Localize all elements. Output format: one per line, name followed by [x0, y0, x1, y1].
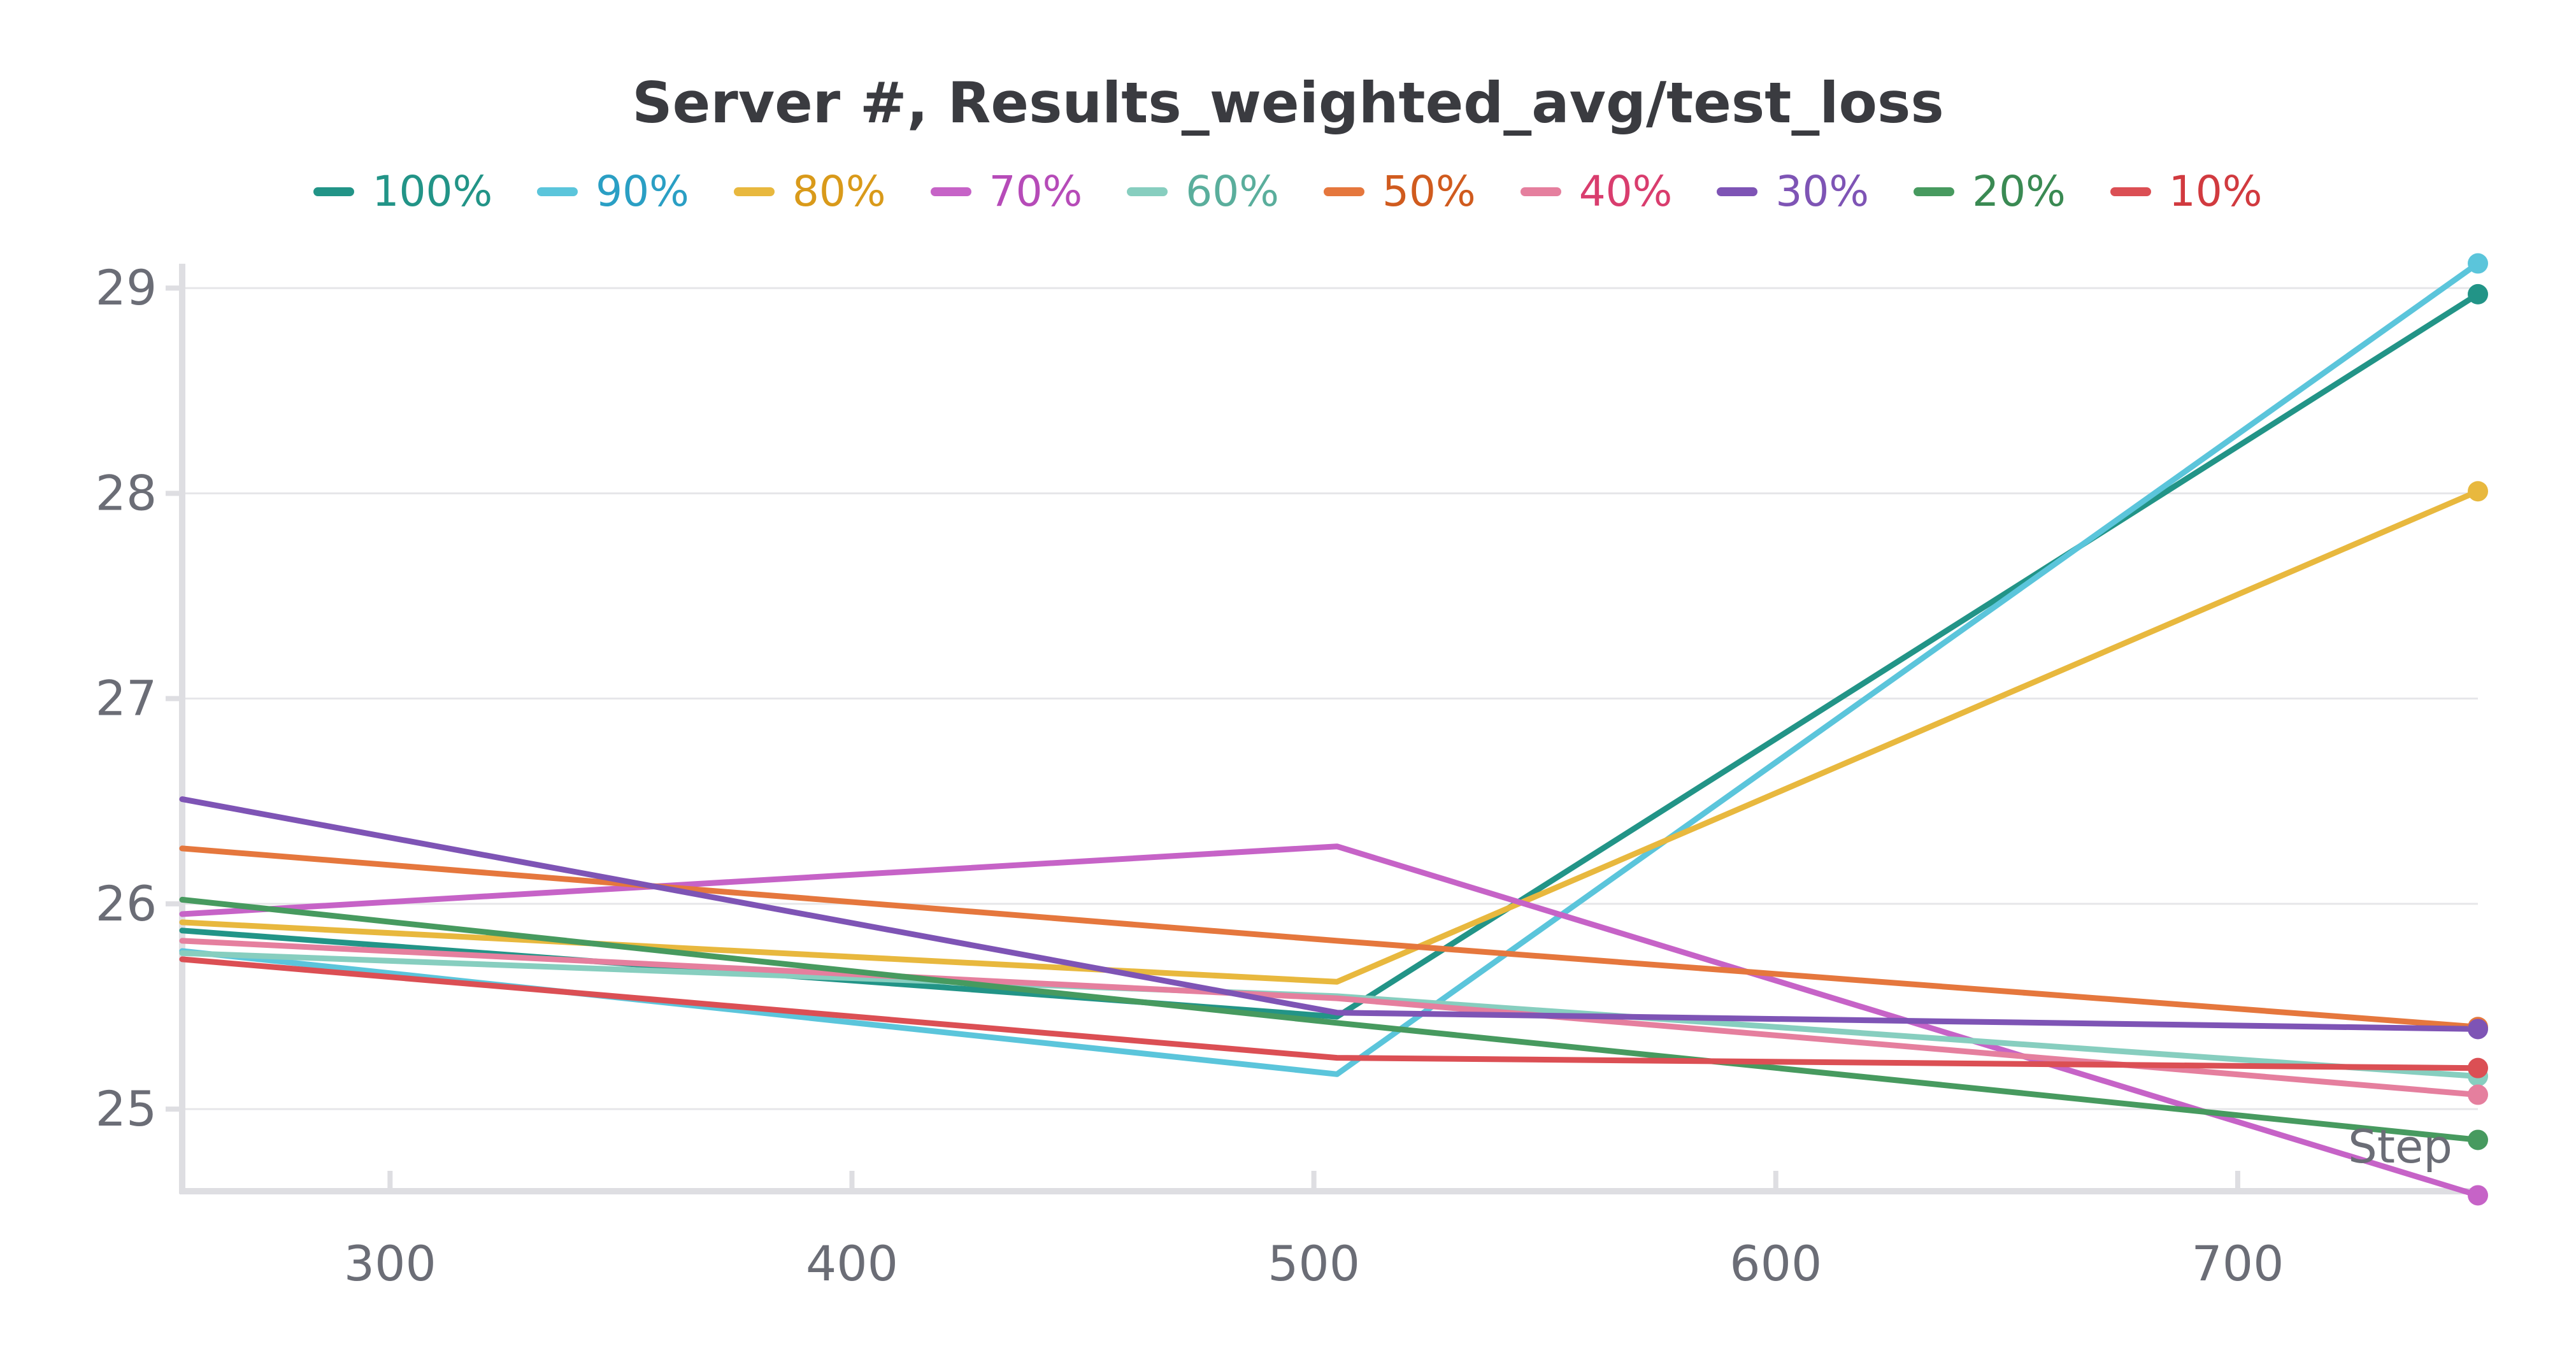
legend-swatch: [2110, 187, 2151, 196]
legend-label: 60%: [1185, 167, 1279, 216]
end-marker-40pct: [2468, 1084, 2488, 1105]
x-tick-label: 300: [344, 1235, 436, 1292]
x-tick-label: 600: [1729, 1235, 1822, 1292]
series-lines: [179, 261, 2481, 1198]
y-tick-label: 25: [96, 1080, 157, 1137]
series-line-90pct: [179, 261, 2481, 1077]
end-marker-100pct: [2468, 283, 2488, 304]
series-line-10pct: [179, 956, 2481, 1071]
legend-swatch: [1127, 187, 1168, 196]
legend-item: 10%: [2110, 171, 2263, 213]
y-tick-label: 26: [96, 875, 157, 932]
legend-label: 100%: [372, 167, 493, 216]
series-line-30pct: [179, 796, 2481, 1032]
legend-swatch: [1323, 187, 1364, 196]
legend-swatch: [1914, 187, 1955, 196]
end-marker-80pct: [2468, 481, 2488, 502]
y-tick-label: 27: [96, 670, 157, 727]
legend-label: 80%: [792, 167, 886, 216]
end-marker-20pct: [2468, 1129, 2488, 1150]
series-line-20pct: [179, 896, 2481, 1143]
legend-label: 90%: [596, 167, 689, 216]
legend-swatch: [1520, 187, 1561, 196]
legend-item: 40%: [1520, 167, 1673, 216]
legend-swatch: [1717, 187, 1758, 196]
legend-label: 50%: [1382, 167, 1476, 216]
end-marker-70pct: [2468, 1185, 2488, 1206]
y-tick-label: 29: [96, 259, 157, 316]
x-tick-label: 700: [2191, 1235, 2284, 1292]
legend-item: 90%: [537, 171, 689, 213]
legend-label: 20%: [1972, 167, 2066, 216]
legend-label: 10%: [2168, 167, 2263, 216]
legend-item: 30%: [1717, 171, 1869, 213]
legend-item: 70%: [930, 167, 1083, 216]
end-marker-30pct: [2468, 1019, 2488, 1040]
legend-swatch: [313, 187, 355, 196]
series-line-70pct: [179, 843, 2481, 1198]
legend-item: 60%: [1127, 171, 1279, 213]
end-marker-10pct: [2468, 1057, 2488, 1078]
x-tick-label: 500: [1268, 1235, 1360, 1292]
legend-label: 70%: [989, 167, 1083, 216]
legend-swatch: [930, 187, 971, 196]
end-marker-90pct: [2468, 253, 2488, 274]
x-axis-label: Step: [2348, 1120, 2452, 1173]
legend-label: 40%: [1578, 167, 1673, 216]
legend-label: 30%: [1775, 167, 1870, 216]
series-line-100pct: [179, 291, 2481, 1020]
grid-lines: [182, 287, 2478, 1110]
legend-item: 50%: [1323, 167, 1476, 216]
end-markers: [2468, 253, 2488, 1206]
chart-title: Server #, Results_weighted_avg/test_loss: [632, 70, 1944, 136]
series-line-80pct: [179, 488, 2481, 985]
legend-item: 80%: [733, 167, 886, 216]
legend-swatch: [733, 187, 775, 196]
y-tick-label: 28: [96, 464, 157, 521]
legend-item: 100%: [313, 171, 492, 213]
legend-swatch: [537, 187, 578, 196]
series-line-50pct: [179, 845, 2481, 1030]
axes: 25 26 27 28 29 300 400 500 600 700: [96, 259, 2478, 1292]
legend-item: 20%: [1914, 171, 2066, 213]
legend: 100% 90% 80% 70% 60% 50% 40% 30% 20% 10%: [0, 171, 2576, 213]
x-tick-label: 400: [806, 1235, 898, 1292]
